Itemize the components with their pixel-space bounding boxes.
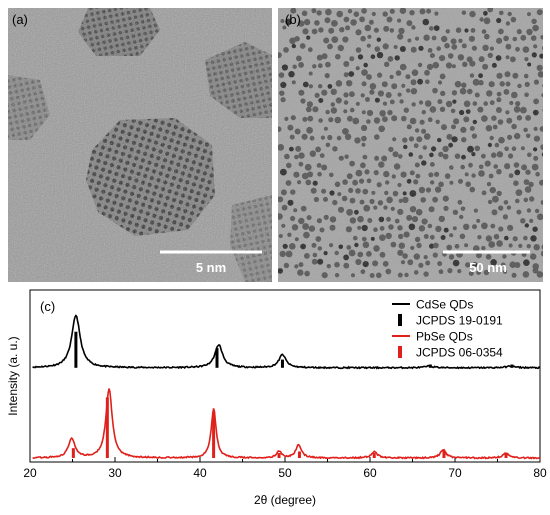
nanoparticle-dot [545, 170, 550, 176]
x-tick-label: 80 [533, 466, 547, 480]
legend-swatch-bar [398, 346, 402, 358]
nanoparticle-dot [542, 108, 543, 112]
y-axis-label: Intensity (a. u.) [6, 336, 20, 415]
xrd-curve-1 [32, 388, 541, 460]
x-tick-label: 70 [448, 466, 462, 480]
x-tick-label: 40 [193, 466, 207, 480]
x-axis-ticks: 20 30 40 50 60 70 80 [23, 457, 547, 480]
legend-swatch-bar [398, 314, 402, 326]
nanoparticle-dot [545, 65, 549, 69]
scale-bar-b-label: 50 nm [469, 260, 507, 275]
panel-label-a: (a) [12, 12, 28, 27]
nanoparticle-dot [543, 135, 548, 140]
panel-a-hrtem-image: 5 nm [8, 8, 272, 282]
nanoparticle-dot [542, 261, 543, 264]
panel-c-xrd-chart: 20 30 40 50 60 70 80 (c) 2θ (degree) Intensity… [6, 289, 547, 507]
nanoparticle-dot [542, 11, 543, 14]
nanoparticle-dot [544, 224, 549, 229]
panel-label-c: (c) [40, 299, 55, 314]
panel-b-tem-image: 50 nm [278, 8, 550, 282]
chart-legend: CdSe QDs JCPDS 19-0191 PbSe QDs JCPDS 06-03… [392, 298, 503, 360]
x-tick-label: 50 [278, 466, 292, 480]
x-axis-label: 2θ (degree) [254, 493, 316, 507]
panel-label-b: (b) [285, 12, 301, 27]
nanoparticle-dot [542, 100, 543, 102]
legend-label: JCPDS 06-0354 [416, 346, 503, 360]
legend-label: CdSe QDs [416, 298, 473, 312]
x-tick-label: 60 [363, 466, 377, 480]
scale-bar-a-label: 5 nm [196, 260, 226, 275]
x-tick-label: 20 [23, 466, 37, 480]
xrd-curve-0 [32, 314, 541, 370]
legend-label: JCPDS 19-0191 [416, 314, 503, 328]
legend-label: PbSe QDs [416, 330, 473, 344]
x-tick-label: 30 [108, 466, 122, 480]
xrd-curves [32, 314, 541, 460]
